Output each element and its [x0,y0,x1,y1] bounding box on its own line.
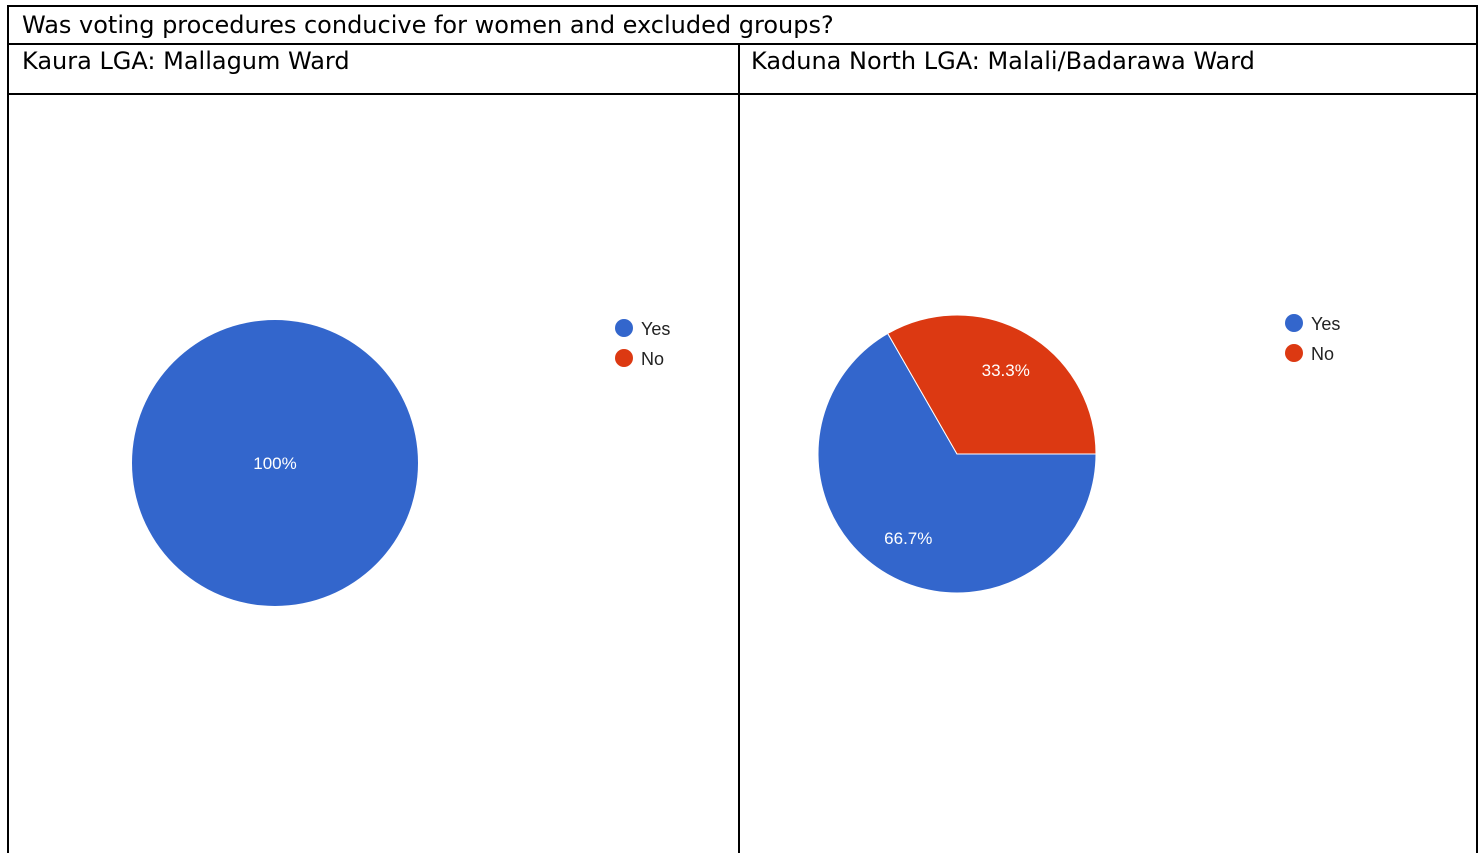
column-header: Kaduna North LGA: Malali/Badarawa Ward [738,43,1478,95]
pie-chart: 66.7% 33.3% Yes No [817,314,1340,594]
table-cell [7,93,740,853]
legend-swatch [615,349,633,367]
legend-label: Yes [1311,314,1340,334]
legend-swatch [1285,344,1303,362]
legend-label: No [1311,344,1334,364]
column-header: Kaura LGA: Mallagum Ward [7,43,740,95]
pie-chart: 100% Yes No [132,319,670,606]
pie-slice [887,314,1097,455]
legend-swatch [615,319,633,337]
data-label: 66.7% [884,529,932,548]
table-title: Was voting procedures conducive for wome… [7,5,1478,45]
legend-label: No [641,349,664,369]
data-label: 100% [253,454,296,473]
legend-label: Yes [641,319,670,339]
table-cell [738,93,1478,853]
legend-swatch [1285,314,1303,332]
pie-slice [817,332,1097,594]
data-label: 33.3% [982,361,1030,380]
pie-slice [132,320,418,606]
